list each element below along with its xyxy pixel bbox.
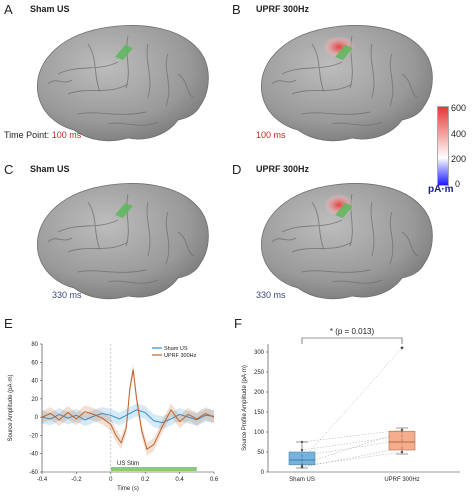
box-chart: 300 250 200 150 100 50 0 Source Profile Amplitu… — [242, 327, 460, 483]
colorbar-unit: pA·m — [428, 184, 454, 195]
colorbar-tick-600: 600 — [451, 103, 467, 113]
series-band-0 — [42, 403, 214, 430]
significance-label: * (p = 0.013) — [330, 327, 375, 336]
x-tick-label: -0.4 — [37, 477, 48, 483]
significance-bracket — [301, 337, 403, 344]
colorbar-tick-400: 400 — [451, 129, 467, 139]
legend-label-0: Sham US — [164, 346, 188, 352]
electrode-b-icon — [335, 45, 353, 60]
paired-line — [301, 347, 403, 461]
x-tick-label: 0.4 — [175, 477, 184, 483]
panel-c-condition: Sham US — [30, 164, 70, 174]
time-point-label: Time Point: — [4, 130, 50, 140]
y-tick-label: -60 — [29, 470, 38, 476]
stim-label: US Stim — [117, 461, 139, 467]
colorbar-tick-200: 200 — [451, 154, 467, 164]
y-tick-label: 150 — [254, 410, 265, 416]
y-axis-label: Source Profile Amplitude (pA·m) — [242, 365, 248, 451]
paired-line — [301, 447, 403, 468]
time-c: 330 ms — [52, 290, 82, 300]
y-tick-label: 300 — [254, 350, 265, 356]
colorbar-tick-0: 0 — [455, 179, 461, 189]
uprf-point — [400, 346, 404, 350]
x-tick-label: -0.2 — [71, 477, 82, 483]
paired-line — [301, 439, 403, 457]
electrode-d-icon — [335, 203, 353, 218]
panel-b-condition: UPRF 300Hz — [256, 4, 310, 14]
y-tick-label: 40 — [31, 379, 38, 385]
x-tick-label: 0 — [109, 477, 113, 483]
legend-label-1: UPRF 300Hz — [164, 353, 197, 359]
line-chart: 80 60 40 20 0 -20 -40 -60-0.4 -0.2 0 0.2 0.4 0.6 Time… — [8, 342, 219, 492]
box-0 — [288, 451, 316, 466]
paired-line — [301, 429, 403, 443]
panel-a-condition: Sham US — [30, 4, 70, 14]
brain-a — [36, 25, 209, 142]
panel-f-letter: F — [234, 316, 242, 331]
y-tick-label: -20 — [29, 433, 38, 439]
panel-e-letter: E — [4, 316, 13, 331]
category-label-0: Sham US — [289, 477, 315, 483]
electrode-c-icon — [115, 203, 133, 218]
y-tick-label: 20 — [31, 397, 38, 403]
stim-bar — [110, 467, 197, 471]
paired-line — [301, 451, 403, 467]
category-label-1: UPRF 300Hz — [384, 477, 419, 483]
time-a: 100 ms — [51, 130, 82, 140]
y-tick-label: 60 — [31, 360, 38, 366]
box-1 — [388, 430, 416, 451]
y-tick-label: 200 — [254, 390, 265, 396]
y-tick-label: 0 — [261, 470, 265, 476]
brain-renders — [36, 25, 433, 300]
time-d: 330 ms — [256, 290, 286, 300]
y-tick-label: -40 — [29, 452, 38, 458]
x-tick-label: 0.2 — [141, 477, 150, 483]
paired-line — [301, 435, 403, 451]
x-axis-label: Time (s) — [117, 486, 139, 492]
y-tick-label: 80 — [31, 342, 38, 348]
panel-c-letter: C — [4, 162, 14, 177]
y-tick-label: 0 — [35, 415, 39, 421]
panel-d-letter: D — [232, 162, 242, 177]
y-tick-label: 100 — [254, 430, 265, 436]
outlier-1: + — [400, 345, 404, 352]
x-tick-label: 0.6 — [210, 477, 219, 483]
series-line-1 — [41, 369, 215, 450]
time-b: 100 ms — [256, 130, 286, 140]
panel-b-letter: B — [232, 2, 241, 17]
electrode-a-icon — [115, 45, 133, 60]
panel-d-condition: UPRF 300Hz — [256, 164, 310, 174]
brain-c — [36, 183, 209, 300]
paired-line — [301, 431, 403, 465]
time-point-row: Time Point: 100 ms — [4, 130, 81, 140]
y-tick-label: 50 — [257, 450, 264, 456]
panel-a-letter: A — [4, 2, 13, 17]
y-tick-label: 250 — [254, 370, 265, 376]
colorbar — [437, 106, 449, 186]
y-axis-label: Source Amplitude (pA·m) — [8, 374, 14, 441]
